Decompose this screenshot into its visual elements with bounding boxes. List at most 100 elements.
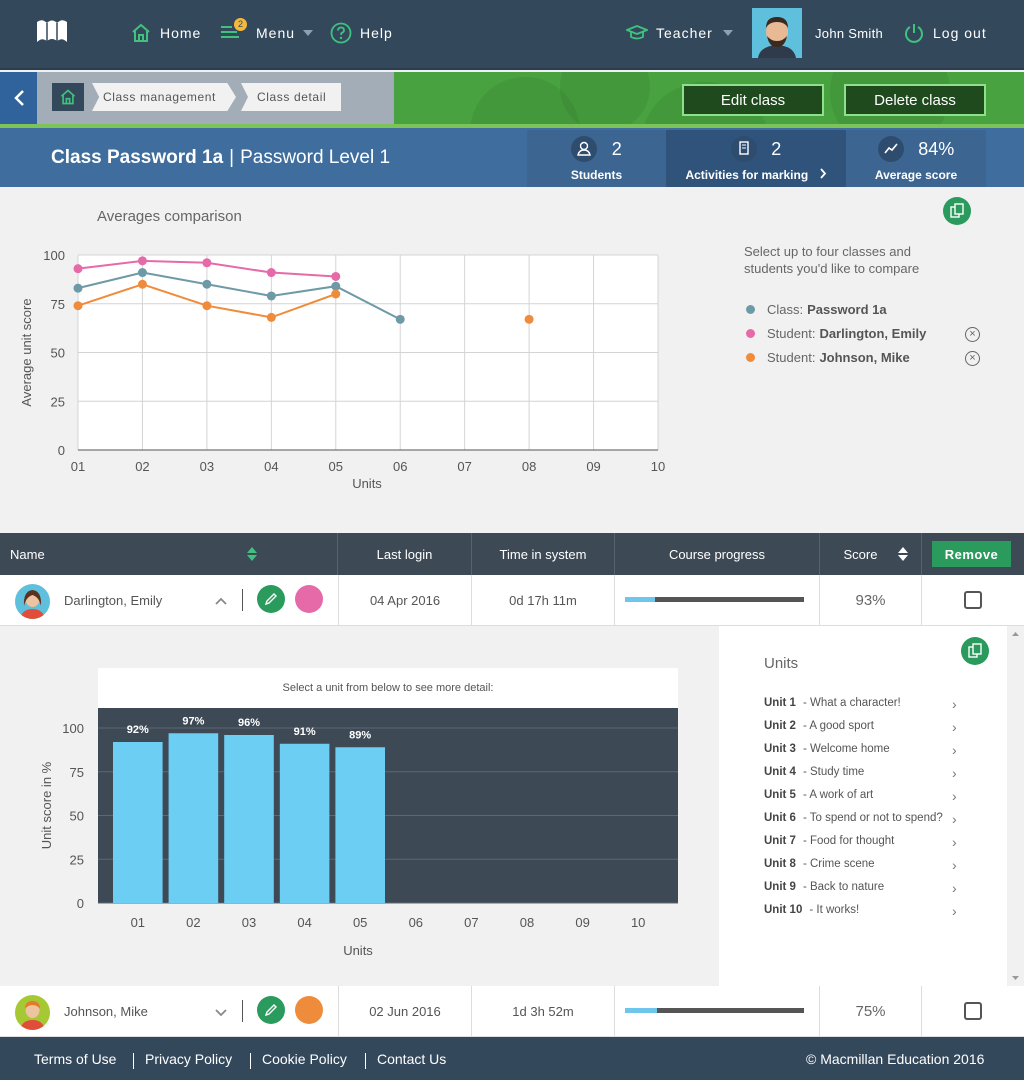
unit-item[interactable]: Unit 4 - Study time ›: [764, 765, 964, 781]
name-column-header[interactable]: Name: [0, 533, 338, 575]
x-tick-label: 09: [575, 915, 589, 930]
macmillan-logo-icon[interactable]: [36, 16, 68, 44]
remove-button[interactable]: Remove: [932, 541, 1011, 567]
course-progress-header: Course progress: [615, 533, 820, 575]
unit-item[interactable]: Unit 6 - To spend or not to spend? ›: [764, 811, 964, 827]
student-name[interactable]: Darlington, Emily: [64, 592, 163, 608]
course-progress-bar: [625, 597, 804, 602]
course-progress-cell: [615, 575, 820, 625]
select-checkbox[interactable]: [964, 1002, 982, 1020]
chevron-right-icon: [819, 168, 826, 179]
edit-class-button[interactable]: Edit class: [682, 84, 824, 116]
remove-comparison-icon[interactable]: ×: [965, 351, 980, 366]
unit-item[interactable]: Unit 9 - Back to nature ›: [764, 880, 964, 896]
student-color-marker[interactable]: [295, 585, 323, 613]
top-navigation: Home 2 Menu Help Teacher John Smith Log …: [0, 0, 1024, 70]
y-tick-label: 75: [51, 297, 65, 312]
privacy-link[interactable]: Privacy Policy: [145, 1050, 233, 1067]
activities-marking-stat[interactable]: 2 Activities for marking: [666, 130, 846, 187]
chevron-up-icon[interactable]: [214, 596, 228, 606]
remove-comparison-icon[interactable]: ×: [965, 327, 980, 342]
bar: [224, 735, 274, 903]
legend-dot: [746, 305, 755, 314]
detail-scrollbar[interactable]: [1007, 626, 1024, 986]
nav-menu[interactable]: 2 Menu: [220, 0, 321, 66]
sort-icon[interactable]: [246, 546, 258, 562]
data-point: [73, 264, 83, 274]
edit-student-button[interactable]: [257, 585, 285, 613]
back-button[interactable]: [0, 72, 37, 124]
unit-item[interactable]: Unit 8 - Crime scene ›: [764, 857, 964, 873]
user-avatar[interactable]: [752, 8, 802, 58]
student-color-marker[interactable]: [295, 996, 323, 1024]
activities-count: 2: [771, 138, 782, 159]
sort-icon[interactable]: [897, 546, 909, 562]
delete-class-button[interactable]: Delete class: [844, 84, 986, 116]
nav-home[interactable]: Home: [130, 0, 201, 66]
time-in-system-header: Time in system: [472, 533, 615, 575]
scroll-up-icon[interactable]: [1007, 628, 1024, 640]
x-tick-label: 08: [522, 459, 536, 474]
y-tick-label: 25: [70, 852, 84, 867]
legend-prefix: Student:: [767, 350, 816, 365]
legend-prefix: Class:: [767, 302, 804, 317]
chevron-right-icon: ›: [952, 765, 957, 781]
x-tick-label: 04: [264, 459, 278, 474]
comparison-title: Averages comparison: [97, 208, 242, 225]
chevron-down-icon[interactable]: [214, 1007, 228, 1017]
score-column-header[interactable]: Score: [820, 533, 922, 575]
terms-link[interactable]: Terms of Use: [34, 1050, 117, 1067]
scroll-down-icon[interactable]: [1007, 972, 1024, 984]
export-button[interactable]: [943, 197, 971, 225]
nav-menu-label: Menu: [256, 25, 296, 41]
unit-item[interactable]: Unit 1 - What a character! ›: [764, 696, 964, 712]
unit-code: Unit 10: [764, 904, 803, 916]
student-name[interactable]: Johnson, Mike: [64, 1003, 148, 1019]
unit-item[interactable]: Unit 10 - It works! ›: [764, 903, 964, 919]
time-in-system-value: 0d 17h 11m: [472, 575, 615, 625]
breadcrumb-class-detail[interactable]: Class detail: [241, 83, 341, 111]
data-point: [137, 279, 147, 289]
x-tick-label: 10: [631, 915, 645, 930]
unit-name: - Welcome home: [802, 743, 890, 755]
divider: [242, 589, 243, 611]
chevron-right-icon: ›: [952, 696, 957, 712]
unit-code: Unit 4: [764, 766, 796, 778]
time-in-system-value: 1d 3h 52m: [472, 986, 615, 1036]
select-checkbox[interactable]: [964, 591, 982, 609]
average-score-stat: 84% Average score: [846, 130, 986, 187]
contact-link[interactable]: Contact Us: [377, 1050, 447, 1067]
select-cell: [922, 575, 1024, 625]
chevron-down-icon: [303, 30, 314, 36]
class-name: Class Password 1a: [51, 146, 224, 168]
unit-item[interactable]: Unit 3 - Welcome home ›: [764, 742, 964, 758]
x-tick-label: 09: [586, 459, 600, 474]
home-icon: [60, 89, 76, 105]
averages-line-chart: 0 25 50 75 100 01 02 03 04 05 06 07 08 09 10 Units Avera…: [19, 248, 665, 491]
menu-badge: 2: [234, 17, 247, 31]
chevron-right-icon: ›: [952, 880, 957, 896]
data-point: [137, 268, 147, 278]
nav-help[interactable]: Help: [330, 0, 393, 66]
breadcrumb-class-management[interactable]: Class management: [92, 83, 236, 111]
edit-student-button[interactable]: [257, 996, 285, 1024]
cookie-link[interactable]: Cookie Policy: [262, 1050, 347, 1067]
data-point: [137, 256, 147, 266]
user-name[interactable]: John Smith: [815, 25, 884, 41]
unit-code: Unit 5: [764, 789, 796, 801]
legend-name: Johnson, Mike: [819, 350, 910, 365]
unit-item[interactable]: Unit 2 - A good sport ›: [764, 719, 964, 735]
data-label: 89%: [349, 729, 371, 741]
role-selector[interactable]: Teacher: [626, 0, 741, 66]
unit-name: - A work of art: [802, 789, 874, 801]
data-point: [331, 289, 341, 299]
unit-item[interactable]: Unit 5 - A work of art ›: [764, 788, 964, 804]
data-label: 92%: [127, 724, 149, 736]
logout-button[interactable]: Log out: [903, 0, 987, 66]
export-button[interactable]: [961, 637, 989, 665]
data-point: [73, 283, 83, 293]
x-tick-label: 03: [242, 915, 256, 930]
unit-name: - Back to nature: [802, 881, 885, 893]
breadcrumb-home[interactable]: [52, 83, 84, 111]
unit-item[interactable]: Unit 7 - Food for thought ›: [764, 834, 964, 850]
